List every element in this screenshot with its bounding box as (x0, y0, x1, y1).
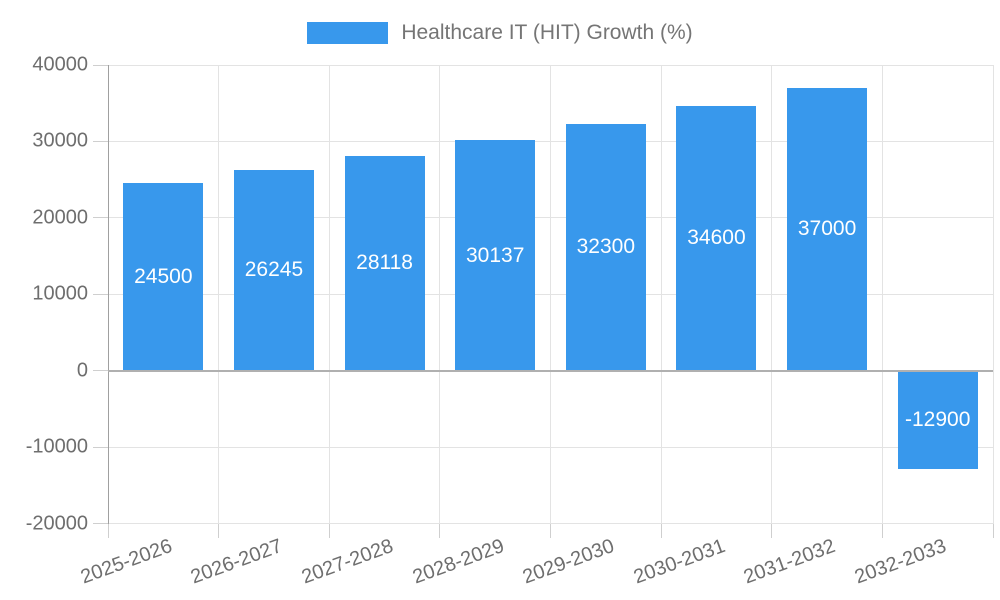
gridline-vertical (328, 65, 330, 524)
gridline-vertical (881, 65, 883, 524)
x-axis-tick-label: 2027-2028 (298, 534, 397, 588)
y-axis-tick (93, 446, 108, 448)
x-axis-tick-label: 2032-2033 (851, 534, 950, 588)
y-axis-tick-label: 0 (76, 359, 88, 382)
x-axis-tick (881, 523, 883, 538)
y-axis-tick (93, 293, 108, 295)
y-axis-tick-label: 20000 (32, 206, 88, 229)
legend[interactable]: Healthcare IT (HIT) Growth (%) (0, 21, 1000, 45)
x-axis-tick-label: 2030-2031 (630, 534, 728, 588)
y-axis-tick-label: 40000 (32, 53, 88, 76)
bar-value-label: 34600 (687, 226, 746, 250)
x-axis-tick-label: 2028-2029 (409, 534, 507, 588)
bar[interactable] (787, 87, 868, 371)
zero-baseline (108, 369, 993, 372)
x-axis-tick-label: 2029-2030 (519, 534, 618, 588)
bar[interactable] (123, 183, 204, 371)
gridline-vertical (550, 65, 551, 524)
x-axis-tick (771, 523, 773, 538)
x-axis-tick (439, 523, 441, 538)
bar[interactable] (455, 140, 536, 371)
x-axis-tick-label: 2026-2027 (188, 534, 286, 588)
bar-value-label: -12900 (904, 407, 971, 431)
bar[interactable] (676, 106, 757, 371)
y-axis-tick-label: 10000 (32, 282, 88, 305)
x-axis-tick (218, 523, 220, 538)
y-axis-tick (93, 523, 108, 524)
bar[interactable] (565, 123, 646, 371)
x-axis-tick (328, 523, 330, 538)
bar-value-label: 28118 (356, 251, 413, 275)
legend-label: Healthcare IT (HIT) Growth (%) (401, 21, 693, 44)
bar-value-label: 30137 (465, 243, 525, 267)
y-axis-line (107, 65, 109, 524)
x-axis-tick (992, 523, 994, 538)
y-axis-tick-label: -10000 (25, 435, 88, 458)
bar[interactable] (897, 370, 978, 470)
bar[interactable] (233, 170, 314, 371)
x-axis-tick (550, 523, 551, 538)
y-axis-tick (93, 140, 108, 142)
bar[interactable] (344, 155, 425, 371)
y-axis-tick-label: 30000 (32, 129, 88, 152)
bar-value-label: 37000 (797, 217, 857, 241)
gridline-vertical (218, 65, 220, 524)
x-axis-tick-label: 2031-2032 (741, 534, 839, 588)
y-axis-tick-label: -20000 (25, 512, 88, 534)
y-axis-tick (93, 217, 108, 219)
gridline-vertical (771, 65, 773, 524)
gridline-vertical (992, 65, 994, 524)
y-axis-tick (93, 64, 108, 66)
bar-value-label: 24500 (134, 265, 193, 289)
bar-value-label: 32300 (576, 235, 636, 259)
bar-value-label: 26245 (244, 258, 304, 282)
x-axis-tick (660, 523, 662, 538)
gridline-vertical (439, 65, 441, 524)
y-axis-tick (93, 370, 108, 372)
x-axis-tick (107, 523, 109, 538)
x-axis-tick-label: 2025-2026 (77, 534, 175, 588)
legend-swatch-icon (307, 22, 389, 44)
gridline-vertical (660, 65, 662, 524)
